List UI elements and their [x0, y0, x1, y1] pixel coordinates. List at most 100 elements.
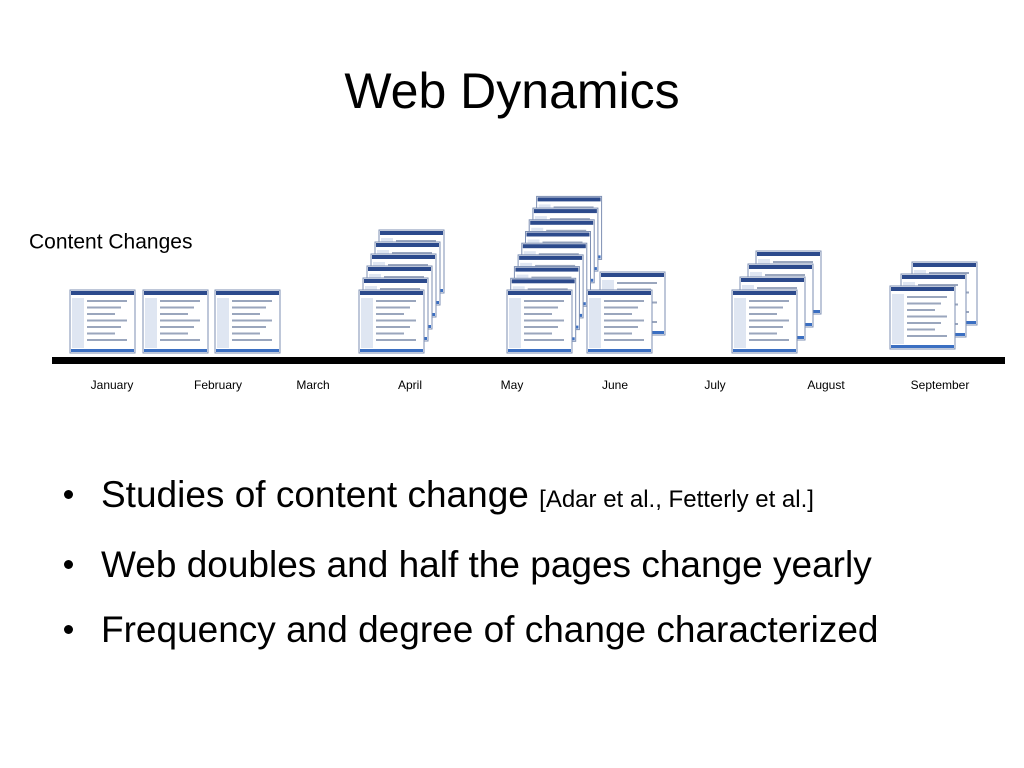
thumb-line [749, 306, 783, 309]
thumb-line [232, 339, 272, 341]
thumb-line [376, 313, 404, 315]
thumb-line [87, 332, 115, 335]
thumb-line [604, 300, 644, 302]
page-thumbnail [358, 289, 425, 354]
timeline-diagram: Content Changes January February March Apri… [29, 195, 1005, 392]
page-thumbnail [731, 289, 798, 354]
thumb-line [160, 319, 200, 322]
thumb-header [741, 278, 804, 282]
thumb-line [376, 332, 404, 335]
page-thumbnail [142, 289, 209, 354]
timeline-bar [52, 357, 1005, 364]
month-label: May [501, 378, 524, 392]
month-label: January [91, 378, 134, 392]
thumb-nav [892, 294, 904, 344]
thumb-line [553, 206, 594, 209]
thumb-line [160, 339, 200, 341]
thumb-line [376, 326, 410, 328]
thumb-nav [217, 298, 229, 348]
thumb-header [511, 279, 575, 284]
bullet: Frequency and degree of change character… [62, 597, 879, 662]
thumb-header [533, 209, 597, 214]
thumb-header [588, 291, 651, 295]
bullet-text: Frequency and degree of change character… [101, 609, 879, 650]
thumb-nav [72, 298, 84, 348]
thumb-line [773, 261, 813, 263]
thumb-line [396, 240, 436, 242]
page-thumbnail [586, 289, 653, 354]
thumb-line [87, 306, 121, 309]
bullet-text: Web doubles and half the pages change ye… [101, 544, 872, 585]
thumb-line [604, 339, 644, 341]
month-label: July [704, 378, 725, 392]
thumb-header [891, 287, 954, 291]
thumb-line [160, 326, 194, 328]
thumb-line [380, 288, 420, 290]
thumb-header [537, 197, 601, 202]
citation: [Adar et al., Fetterly et al.] [539, 486, 814, 513]
thumb-line [749, 300, 789, 302]
thumb-footer [360, 349, 423, 352]
thumb-line [749, 326, 783, 328]
thumb-line [524, 339, 564, 341]
thumb-line [604, 319, 644, 322]
thumb-line [376, 319, 416, 322]
page-thumbnail [506, 289, 573, 354]
thumb-footer [508, 349, 571, 352]
page-thumbnail [69, 289, 136, 354]
thumb-header [913, 263, 976, 267]
thumb-line [535, 264, 576, 267]
thumb-header [216, 291, 279, 295]
thumb-line [524, 306, 558, 309]
thumb-nav [589, 298, 601, 348]
thumb-line [232, 313, 260, 315]
thumb-line [232, 332, 260, 335]
thumb-line [907, 309, 935, 311]
thumb-line [749, 319, 789, 322]
thumb-header [508, 291, 571, 295]
thumb-header [519, 255, 583, 260]
thumb-header [749, 265, 812, 269]
thumb-nav [361, 298, 373, 348]
thumb-footer [891, 345, 954, 348]
thumb-line [160, 313, 188, 315]
thumb-header [757, 252, 820, 256]
thumb-line [232, 326, 266, 328]
thumb-line [388, 264, 428, 266]
slide-title: Web Dynamics [344, 63, 680, 119]
thumb-footer [588, 349, 651, 352]
thumb-line [929, 272, 969, 274]
thumb-header [902, 275, 965, 279]
thumb-header [144, 291, 207, 295]
thumb-line [524, 300, 564, 302]
thumb-line [232, 319, 272, 322]
thumb-line [604, 332, 632, 335]
thumb-line [232, 306, 266, 309]
thumb-header [71, 291, 134, 295]
thumb-line [87, 339, 127, 341]
thumb-line [524, 332, 552, 335]
thumb-footer [216, 349, 279, 352]
thumb-line [531, 276, 572, 279]
thumb-line [527, 288, 568, 291]
thumb-line [749, 332, 777, 335]
thumb-line [376, 339, 416, 341]
thumb-line [907, 335, 947, 337]
thumb-line [87, 319, 127, 322]
month-label: February [194, 378, 242, 392]
bullet-text: Studies of content change [101, 474, 529, 515]
thumb-line [87, 313, 115, 315]
diagram-label: Content Changes [29, 231, 192, 254]
month-labels: January February March April May June July Augu… [91, 378, 970, 392]
month-label: June [602, 378, 628, 392]
thumb-line [907, 328, 935, 331]
thumb-footer [144, 349, 207, 352]
thumb-line [232, 300, 272, 302]
thumb-line [765, 274, 805, 276]
bullet: Web doubles and half the pages change ye… [62, 532, 879, 597]
thumb-header [526, 232, 590, 237]
thumb-line [907, 315, 947, 318]
thumb-line [617, 282, 657, 284]
thumb-line [749, 339, 789, 341]
